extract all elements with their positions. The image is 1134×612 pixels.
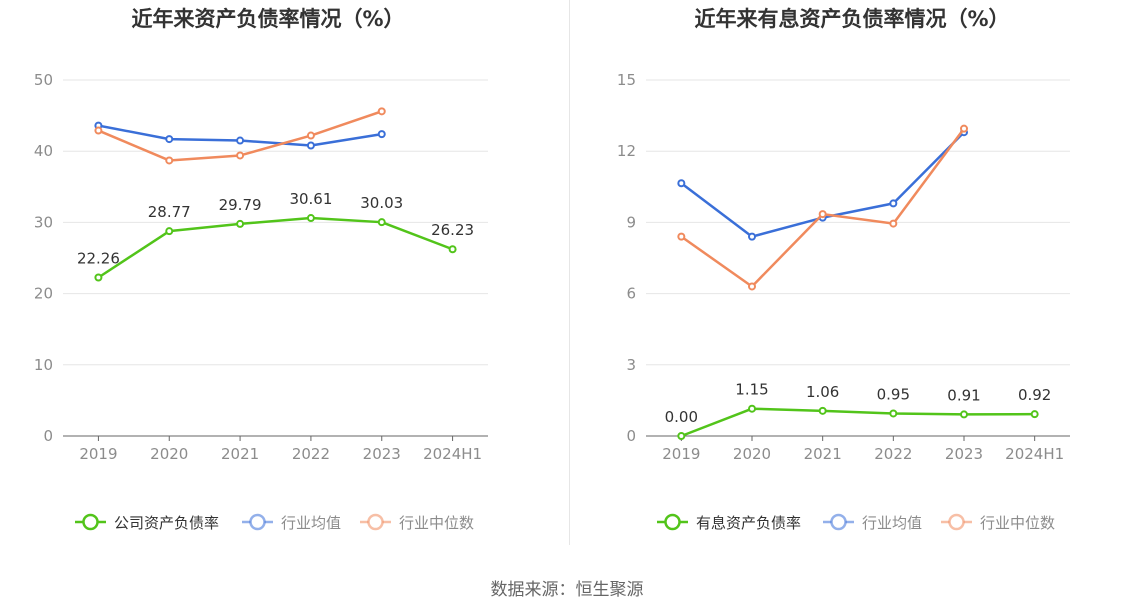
legend-swatch-marker — [948, 513, 965, 531]
legend-label: 行业均值 — [862, 514, 922, 532]
data-point — [748, 404, 756, 413]
chart-title-2: 近年来有息资产负债率情况（%） — [694, 7, 1009, 31]
data-point — [377, 130, 386, 139]
data-label: 1.06 — [806, 383, 839, 401]
data-point — [960, 124, 968, 133]
legend-swatch-marker — [664, 513, 681, 531]
data-label: 28.77 — [148, 203, 191, 221]
legend-swatch-marker — [830, 513, 847, 531]
data-label: 22.26 — [77, 250, 120, 268]
x-tick-label: 2022 — [874, 445, 912, 463]
x-tick-label: 2019 — [79, 445, 117, 463]
data-point — [94, 273, 103, 282]
data-point — [818, 406, 827, 415]
series-line-3 — [680, 127, 966, 288]
x-tick-label: 2021 — [221, 445, 259, 463]
x-tick-label: 2021 — [804, 445, 842, 463]
legend-label: 公司资产负债率 — [114, 514, 219, 532]
series-line-1 — [97, 216, 454, 279]
series-line-1 — [680, 407, 1035, 438]
x-tick-label: 2024H1 — [1005, 445, 1064, 463]
data-point — [306, 141, 315, 150]
data-point — [748, 232, 756, 241]
x-tick-label: 2020 — [733, 445, 771, 463]
y-tick-label: 10 — [34, 356, 53, 374]
data-point — [377, 107, 386, 116]
y-tick-label: 20 — [34, 285, 53, 303]
y-tick-label: 0 — [626, 427, 636, 445]
data-point — [677, 232, 686, 241]
y-tick-label: 40 — [34, 142, 53, 160]
data-point — [165, 156, 174, 165]
legend-label: 有息资产负债率 — [696, 514, 801, 532]
y-tick-label: 15 — [617, 71, 636, 89]
data-point — [818, 210, 827, 219]
legend-label: 行业均值 — [281, 514, 341, 532]
legend-label: 行业中位数 — [399, 514, 474, 532]
x-tick-label: 2023 — [945, 445, 983, 463]
data-point — [960, 410, 968, 419]
data-point — [236, 136, 245, 145]
y-tick-label: 50 — [34, 71, 53, 89]
data-label: 29.79 — [219, 196, 262, 214]
legend-swatch-marker — [367, 513, 384, 531]
data-point — [889, 409, 898, 418]
data-source-note: 数据来源：恒生聚源 — [490, 580, 644, 600]
data-point — [306, 214, 315, 223]
data-label: 30.03 — [360, 194, 403, 212]
data-point — [165, 135, 174, 144]
x-tick-label: 2022 — [292, 445, 330, 463]
data-point — [748, 282, 756, 291]
data-label: 26.23 — [431, 221, 474, 239]
data-point — [448, 245, 457, 254]
data-point — [165, 227, 174, 236]
y-tick-label: 12 — [617, 142, 636, 160]
data-point — [1030, 410, 1039, 419]
y-tick-label: 6 — [626, 285, 636, 303]
data-label: 0.91 — [947, 386, 980, 404]
data-point — [889, 199, 898, 208]
data-point — [677, 179, 686, 188]
data-point — [236, 219, 245, 228]
x-tick-label: 2020 — [150, 445, 188, 463]
y-tick-label: 9 — [626, 213, 636, 231]
data-label: 0.00 — [665, 408, 698, 426]
y-tick-label: 30 — [34, 213, 53, 231]
data-point — [677, 432, 686, 440]
x-tick-label: 2023 — [363, 445, 401, 463]
data-point — [377, 218, 386, 227]
data-label: 1.15 — [735, 381, 768, 399]
data-point — [236, 151, 245, 160]
data-point — [94, 126, 103, 135]
data-label: 0.95 — [877, 385, 910, 403]
y-tick-label: 0 — [43, 427, 53, 445]
data-label: 30.61 — [289, 190, 332, 208]
data-point — [306, 131, 315, 140]
legend-label: 行业中位数 — [980, 514, 1055, 532]
legend-swatch-marker — [82, 513, 99, 531]
panel-divider — [569, 0, 570, 545]
x-tick-label: 2024H1 — [423, 445, 482, 463]
x-tick-label: 2019 — [662, 445, 700, 463]
data-label: 0.92 — [1018, 386, 1051, 404]
y-tick-label: 3 — [626, 356, 636, 374]
data-point — [889, 219, 898, 228]
legend-swatch-marker — [249, 513, 266, 531]
chart-title-1: 近年来资产负债率情况（%） — [131, 7, 404, 31]
